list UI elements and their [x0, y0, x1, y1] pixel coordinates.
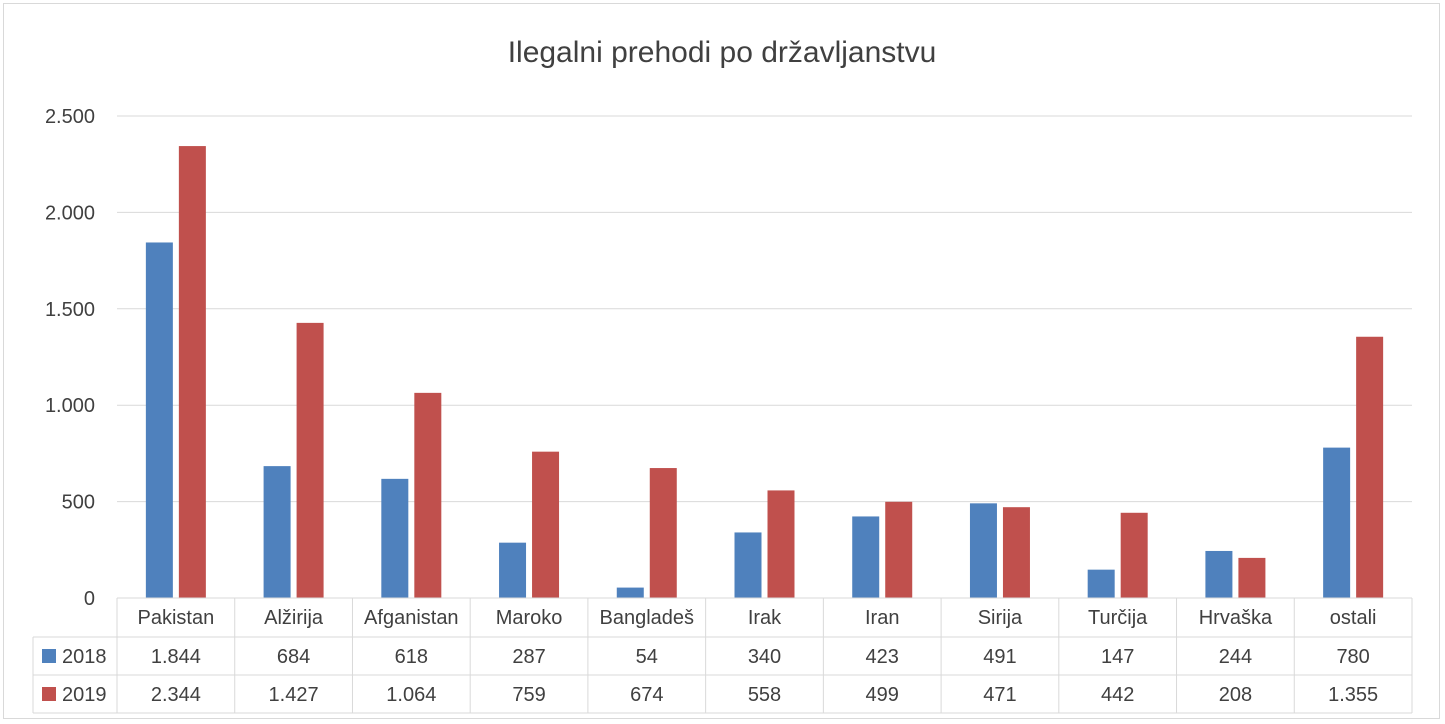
legend-swatch [42, 687, 56, 701]
data-label: 558 [748, 684, 781, 706]
bar-2018-Afganistan [381, 478, 409, 598]
legend-label: 2019 [62, 684, 107, 706]
bar-2019-Afganistan [414, 392, 442, 598]
category-label: Iran [865, 607, 899, 629]
category-label: Bangladeš [600, 607, 695, 629]
data-label: 1.427 [269, 684, 319, 706]
y-axis: 0 500 1.000 1.500 2.000 2.500 [45, 106, 95, 610]
y-tick-label: 1.500 [45, 299, 95, 321]
bar-2018-Sirija [969, 503, 997, 598]
bar-2019-Pakistan [178, 146, 206, 599]
category-label: ostali [1330, 607, 1377, 629]
data-label: 759 [512, 684, 545, 706]
data-label: 1.844 [151, 646, 201, 668]
y-tick-label: 2.500 [45, 106, 95, 128]
legend-swatch [42, 649, 56, 663]
y-tick-label: 1.000 [45, 395, 95, 417]
bar-2019-Turčija [1120, 512, 1148, 598]
category-label: Turčija [1088, 607, 1148, 629]
data-label: 287 [512, 646, 545, 668]
bar-2019-Irak [767, 490, 795, 598]
data-table: Pakistan Alžirija Afganistan Maroko Banglade… [32, 597, 1413, 714]
data-label: 244 [1219, 646, 1252, 668]
chart-frame [3, 3, 1440, 719]
data-label: 1.355 [1328, 684, 1378, 706]
category-label: Pakistan [138, 607, 215, 629]
category-label: Maroko [496, 607, 563, 629]
data-label: 1.064 [386, 684, 436, 706]
y-tick-label: 0 [84, 588, 95, 610]
category-label: Alžirija [264, 607, 324, 629]
data-label: 340 [748, 646, 781, 668]
bar-2018-Bangladeš [616, 587, 644, 598]
data-label: 442 [1101, 684, 1134, 706]
data-label: 208 [1219, 684, 1252, 706]
bar-2018-Turčija [1087, 569, 1115, 598]
data-label: 491 [983, 646, 1016, 668]
y-tick-label: 2.000 [45, 202, 95, 224]
category-label: Afganistan [364, 607, 459, 629]
bar-2019-Maroko [532, 451, 560, 598]
data-label: 780 [1336, 646, 1369, 668]
data-label: 618 [395, 646, 428, 668]
bar-2018-Iran [852, 516, 880, 598]
data-label: 684 [277, 646, 310, 668]
legend-label: 2018 [62, 646, 107, 668]
bar-2018-Maroko [499, 542, 527, 598]
bar-2019-Iran [885, 501, 913, 598]
bar-2018-Alžirija [263, 466, 291, 598]
bar-2019-Sirija [1002, 507, 1030, 598]
chart-title: Ilegalni prehodi po državljanstvu [508, 36, 937, 69]
category-label: Hrvaška [1199, 607, 1273, 629]
bar-2019-Bangladeš [649, 468, 677, 598]
data-label: 147 [1101, 646, 1134, 668]
bar-2019-Hrvaška [1238, 557, 1266, 598]
bar-2018-Pakistan [145, 242, 173, 598]
bar-2018-ostali [1323, 447, 1351, 598]
bar-2019-ostali [1356, 336, 1384, 598]
data-label: 54 [636, 646, 658, 668]
data-label: 499 [866, 684, 899, 706]
bar-2019-Alžirija [296, 322, 324, 598]
data-label: 2.344 [151, 684, 201, 706]
gridlines [117, 115, 1412, 503]
y-tick-label: 500 [62, 492, 95, 514]
data-label: 423 [866, 646, 899, 668]
bar-2018-Hrvaška [1205, 550, 1233, 598]
data-label: 674 [630, 684, 663, 706]
bar-2018-Irak [734, 532, 762, 598]
category-label: Irak [748, 607, 782, 629]
data-label: 471 [983, 684, 1016, 706]
category-label: Sirija [978, 607, 1023, 629]
bars [145, 146, 1384, 599]
